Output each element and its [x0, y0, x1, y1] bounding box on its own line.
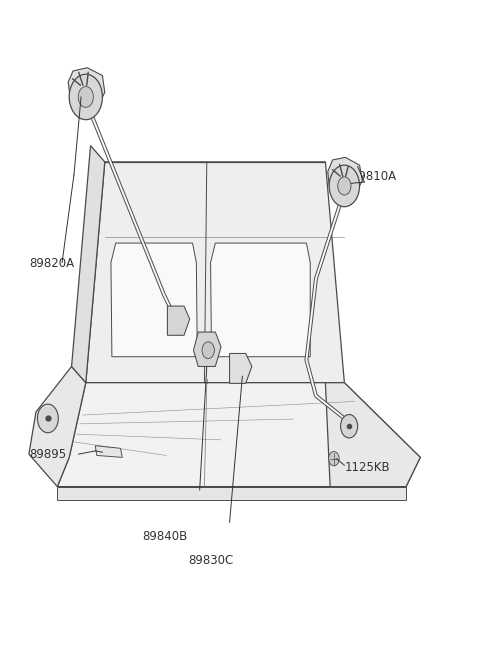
Text: 89820A: 89820A — [29, 257, 74, 271]
Polygon shape — [328, 157, 362, 196]
Polygon shape — [229, 354, 252, 383]
Polygon shape — [57, 487, 406, 500]
Polygon shape — [72, 145, 105, 383]
Text: 89830C: 89830C — [188, 553, 233, 567]
Circle shape — [329, 451, 339, 466]
Polygon shape — [96, 445, 122, 457]
Text: 89895: 89895 — [29, 447, 66, 460]
Circle shape — [78, 86, 94, 107]
Polygon shape — [111, 243, 197, 357]
Circle shape — [341, 415, 358, 438]
Polygon shape — [211, 243, 310, 357]
Text: 89810A: 89810A — [351, 170, 396, 183]
Circle shape — [69, 74, 102, 120]
Text: 1125KB: 1125KB — [344, 460, 390, 474]
Polygon shape — [86, 162, 344, 383]
Polygon shape — [168, 306, 190, 335]
Polygon shape — [193, 332, 221, 366]
Polygon shape — [325, 383, 420, 487]
Circle shape — [37, 404, 58, 433]
Circle shape — [202, 342, 215, 359]
Polygon shape — [57, 383, 420, 487]
Circle shape — [338, 177, 351, 195]
Circle shape — [329, 165, 360, 207]
Text: 89840B: 89840B — [143, 530, 188, 543]
Polygon shape — [68, 67, 105, 108]
Polygon shape — [29, 366, 86, 487]
